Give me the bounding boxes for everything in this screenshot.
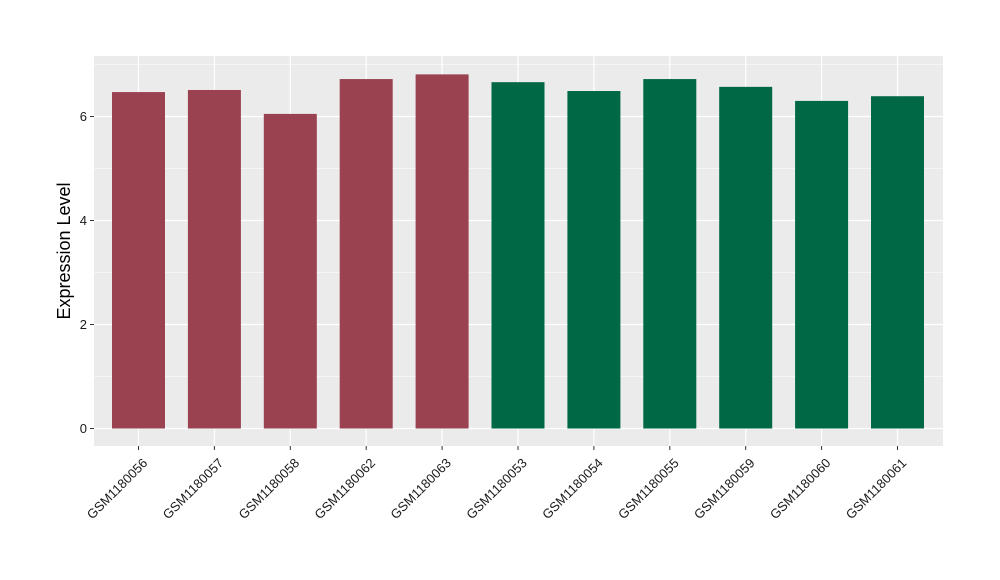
y-tick-label: 0 bbox=[80, 421, 87, 436]
bars bbox=[112, 74, 924, 429]
x-tick-label: GSM1180057 bbox=[160, 455, 227, 522]
bar-GSM1180056 bbox=[112, 92, 165, 429]
x-tick-label: GSM1180058 bbox=[236, 455, 303, 522]
bar-GSM1180062 bbox=[339, 79, 393, 429]
bar-GSM1180063 bbox=[415, 74, 469, 429]
bar-GSM1180053 bbox=[491, 82, 545, 429]
bar-GSM1180060 bbox=[795, 100, 849, 429]
x-tick-label: GSM1180056 bbox=[84, 455, 151, 522]
x-tick-label: GSM1180059 bbox=[691, 455, 758, 522]
x-tick-label: GSM1180055 bbox=[615, 455, 682, 522]
y-axis-title: Expression Level bbox=[54, 182, 74, 319]
x-tick-label: GSM1180061 bbox=[843, 455, 910, 522]
x-tick-label: GSM1180062 bbox=[311, 455, 378, 522]
y-tick-label: 6 bbox=[80, 109, 87, 124]
bar-GSM1180058 bbox=[263, 113, 317, 429]
bar-GSM1180054 bbox=[567, 91, 621, 429]
bar-GSM1180057 bbox=[187, 89, 241, 429]
bar-GSM1180061 bbox=[871, 96, 924, 429]
x-tick-label: GSM1180063 bbox=[387, 455, 454, 522]
y-tick-label: 2 bbox=[80, 317, 87, 332]
x-tick-label: GSM1180060 bbox=[767, 455, 834, 522]
x-tick-label: GSM1180054 bbox=[539, 455, 606, 522]
y-tick-label: 4 bbox=[80, 213, 87, 228]
bar-GSM1180059 bbox=[719, 86, 773, 429]
x-tick-label: GSM1180053 bbox=[463, 455, 530, 522]
bar-GSM1180055 bbox=[643, 79, 697, 429]
